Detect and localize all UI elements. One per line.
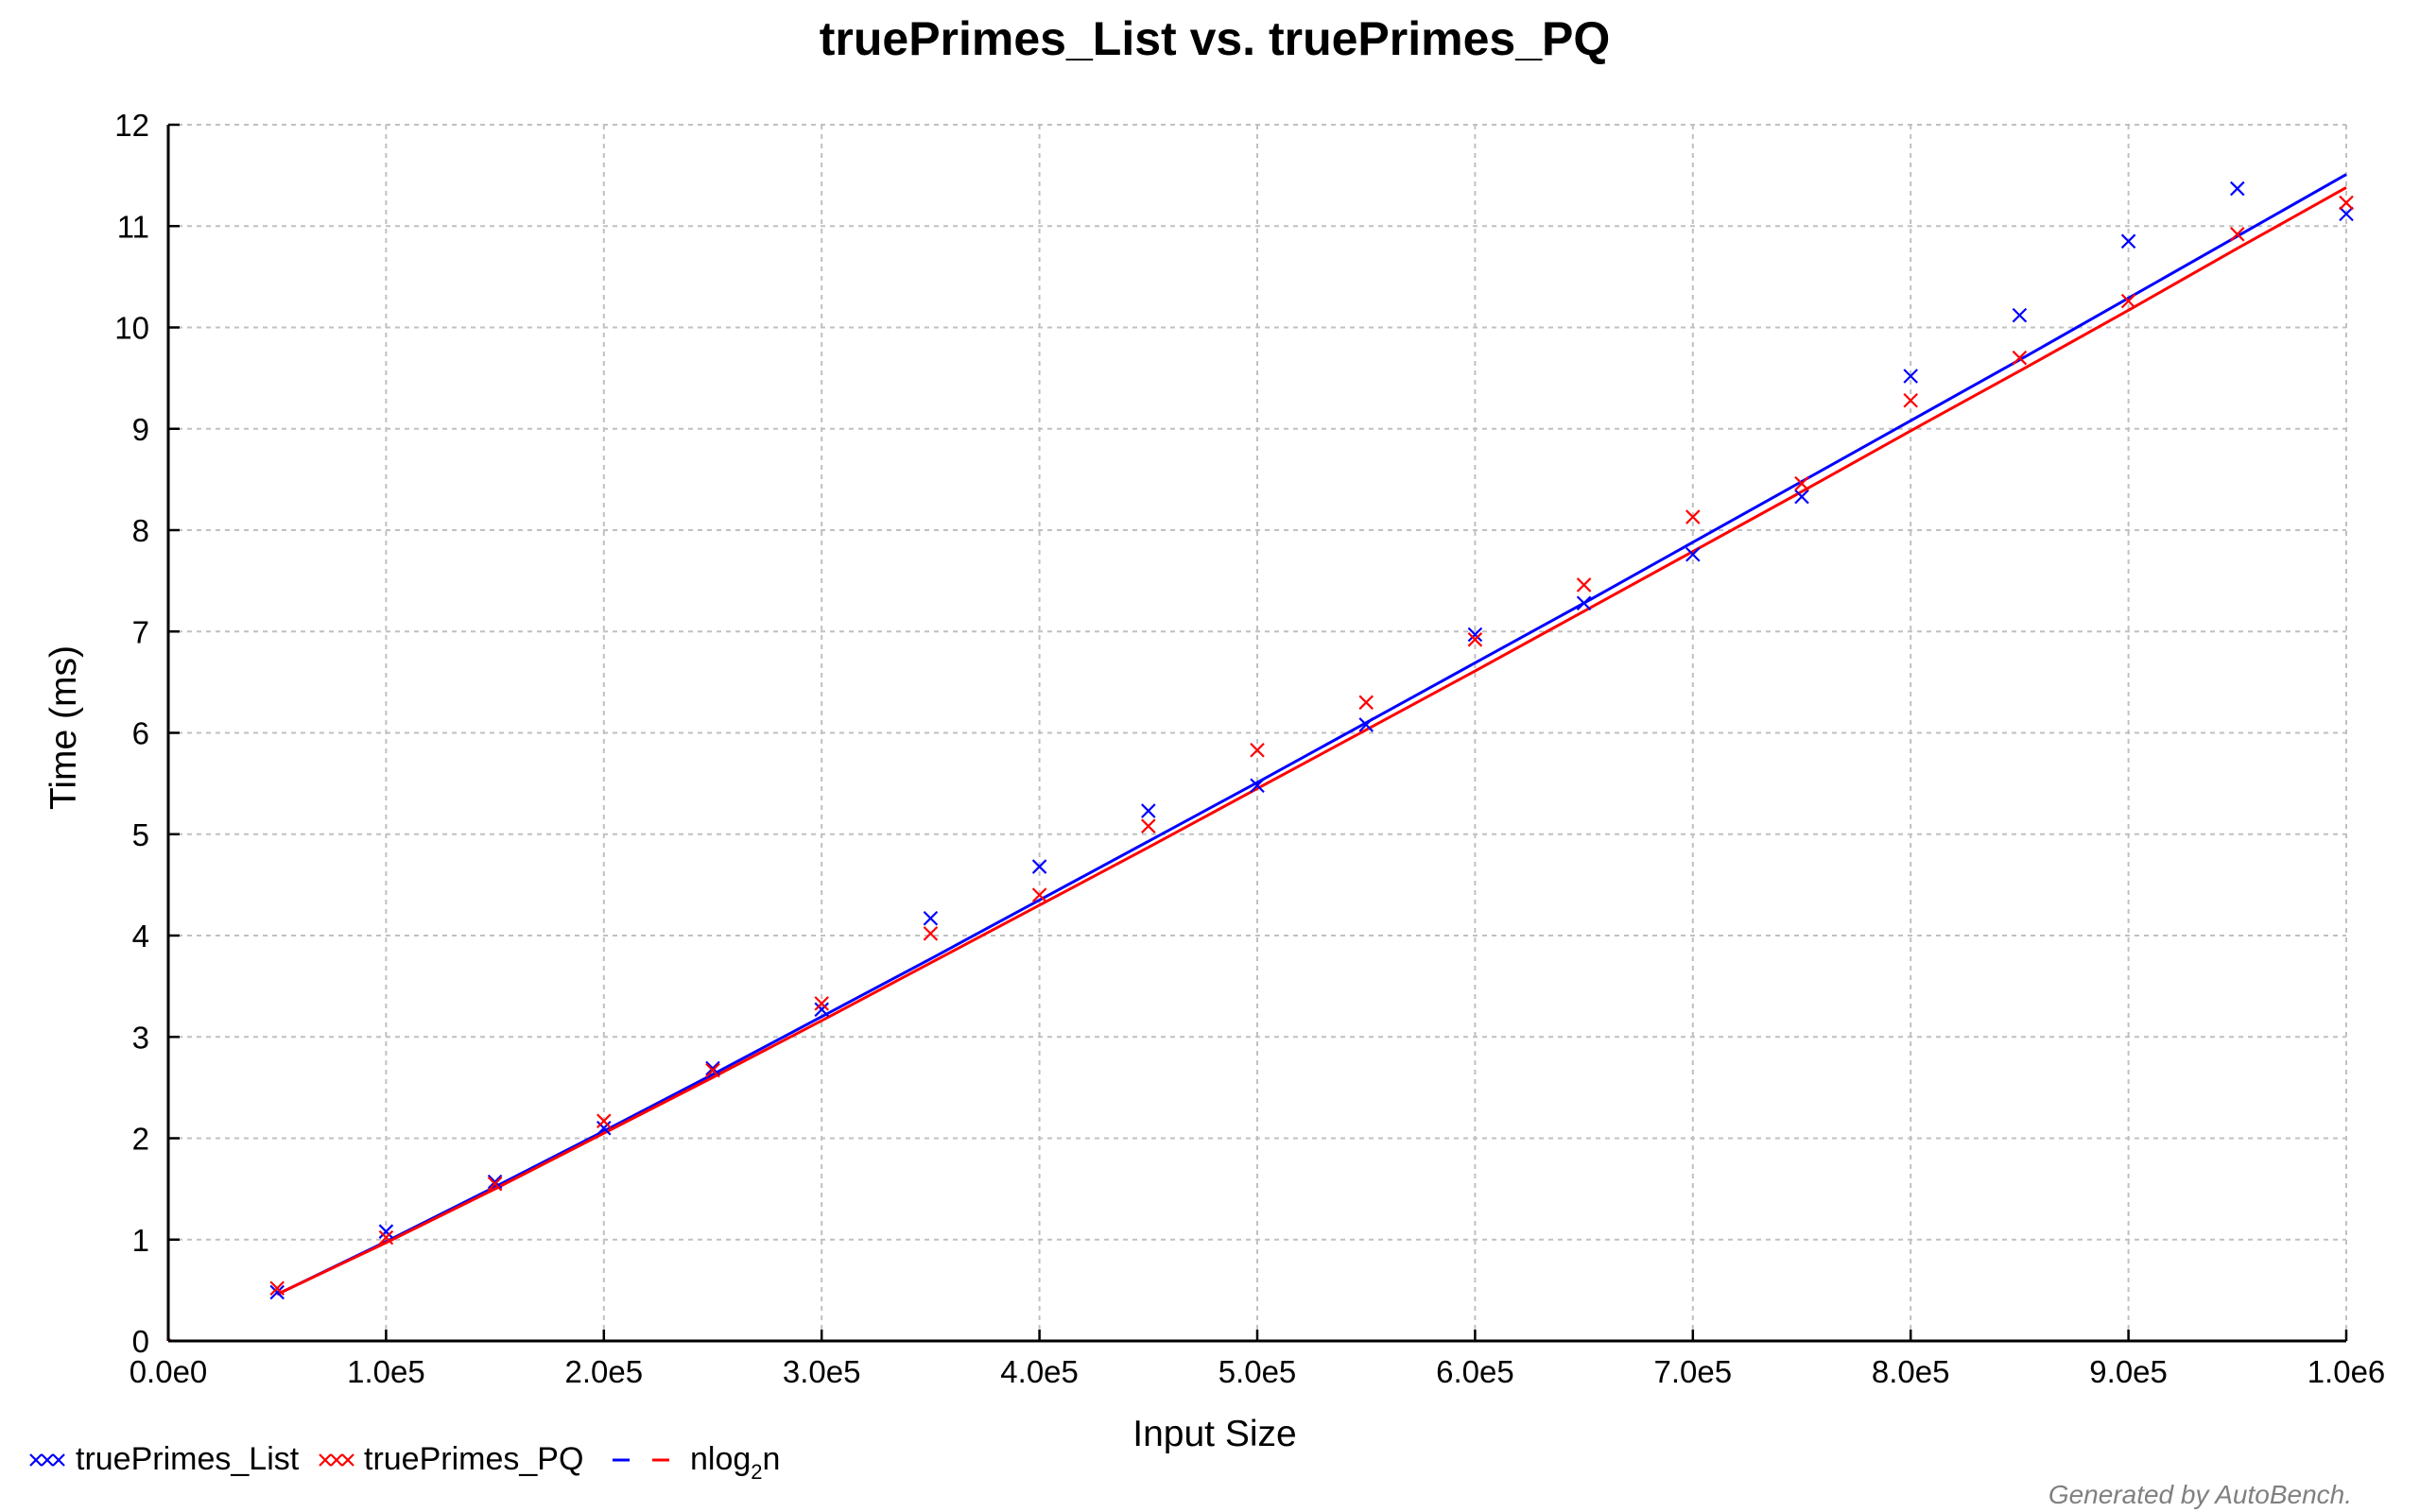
- data-point-pq: [1794, 475, 1809, 491]
- data-point-pq: [923, 926, 939, 941]
- legend-marker-list: [29, 1453, 65, 1467]
- x-tick-label: 8.0e5: [1872, 1354, 1950, 1389]
- x-tick-label: 3.0e5: [783, 1354, 861, 1389]
- legend-cross: [330, 1453, 343, 1467]
- data-point-list: [1576, 595, 1592, 610]
- fit-line-pq: [276, 186, 2347, 1297]
- grid: [168, 124, 2347, 1341]
- legend-cross: [29, 1453, 43, 1467]
- y-tick-label: 11: [117, 209, 149, 244]
- data-point-list: [814, 1002, 829, 1018]
- data-point-list: [596, 1120, 612, 1136]
- y-tick-label: 8: [132, 513, 149, 548]
- data-point-pq: [378, 1229, 394, 1246]
- legend-fit-base: nlog: [690, 1441, 751, 1477]
- x-tick-label: 4.0e5: [1000, 1354, 1079, 1389]
- legend-label-list: truePrimes_List: [76, 1441, 300, 1477]
- data-point-pq: [1685, 509, 1701, 524]
- data-point-list: [2230, 180, 2245, 197]
- data-point-pq: [269, 1280, 285, 1297]
- data-point-pq: [1576, 577, 1592, 593]
- data-point-list: [923, 910, 939, 926]
- y-tick-label: 3: [132, 1020, 149, 1055]
- y-tick-label: 4: [132, 919, 149, 954]
- x-tick-label: 6.0e5: [1436, 1354, 1514, 1389]
- data-point-list: [705, 1060, 720, 1076]
- y-axis-label: Time (ms): [43, 645, 84, 810]
- legend-fit-sub: 2: [751, 1460, 762, 1484]
- x-tick-label: 1.0e5: [347, 1354, 425, 1389]
- legend-label-fit: nlog2n: [690, 1441, 780, 1484]
- y-tick-label: 2: [132, 1122, 149, 1157]
- data-point-list: [1794, 489, 1809, 505]
- x-axis-label: Input Size: [1132, 1414, 1296, 1454]
- data-point-list: [1903, 369, 1918, 384]
- x-tick-label: 7.0e5: [1654, 1354, 1733, 1389]
- tick-labels: 0.0e0 1.0e5 2.0e5 3.0e5 4.0e5 5.0e5 6.0e5 7.0e5…: [114, 108, 2385, 1389]
- data-point-list: [1685, 546, 1701, 562]
- data-point-list: [1250, 778, 1265, 794]
- data-point-list: [378, 1224, 394, 1239]
- x-tick-label: 5.0e5: [1219, 1354, 1297, 1389]
- data-point-pq: [705, 1062, 720, 1078]
- x-tick-label: 9.0e5: [2089, 1354, 2168, 1389]
- legend-cross: [341, 1453, 354, 1467]
- data-point-list: [2339, 206, 2354, 222]
- data-point-pq: [1467, 632, 1483, 647]
- y-tick-label: 12: [114, 108, 149, 143]
- axes: [166, 123, 2348, 1343]
- y-tick-label: 7: [132, 614, 149, 649]
- data-point-list: [269, 1284, 285, 1300]
- x-tick-label: 0.0e0: [130, 1354, 208, 1389]
- legend-fit-tail: n: [763, 1441, 781, 1477]
- y-tick-label: 5: [132, 817, 149, 852]
- x-tick-label: 1.0e6: [2308, 1354, 2386, 1389]
- y-tick-label: 10: [114, 311, 149, 346]
- fit-lines: [276, 173, 2347, 1297]
- y-tick-label: 9: [132, 412, 149, 447]
- legend-cross: [319, 1453, 332, 1467]
- generated-by-credit: Generated by AutoBench.: [2048, 1480, 2352, 1509]
- legend-marker-pq: [319, 1453, 354, 1467]
- y-tick-label: 6: [132, 716, 149, 751]
- data-point-list: [2120, 233, 2136, 249]
- fit-line-list: [276, 173, 2347, 1297]
- data-point-list: [487, 1174, 503, 1190]
- data-point-pq: [2339, 195, 2354, 211]
- data-point-list: [2012, 307, 2028, 323]
- legend: truePrimes_List truePrimes_PQ nlog2n: [29, 1441, 780, 1484]
- data-point-pq: [2120, 293, 2136, 309]
- data-point-pq: [1141, 818, 1156, 833]
- data-point-pq: [1903, 392, 1918, 408]
- data-point-pq: [1250, 742, 1265, 758]
- data-point-pq: [1031, 887, 1047, 902]
- y-tick-label: 1: [132, 1223, 149, 1258]
- data-point-list: [1031, 859, 1047, 874]
- data-point-pq: [487, 1176, 503, 1192]
- legend-label-pq: truePrimes_PQ: [364, 1441, 583, 1477]
- data-point-pq: [2012, 350, 2028, 366]
- data-point-pq: [2230, 227, 2245, 242]
- data-point-list: [1467, 627, 1483, 643]
- data-point-pq: [596, 1113, 612, 1129]
- data-points: [167, 180, 2354, 1342]
- legend-cross: [41, 1453, 54, 1467]
- data-point-pq: [1358, 695, 1374, 711]
- y-tick-label: 0: [132, 1324, 149, 1359]
- data-point-list: [1141, 803, 1156, 818]
- data-point-pq: [814, 996, 829, 1011]
- data-point-list: [1358, 717, 1374, 732]
- chart-title: truePrimes_List vs. truePrimes_PQ: [820, 12, 1611, 65]
- legend-cross: [52, 1453, 65, 1467]
- x-tick-label: 2.0e5: [565, 1354, 644, 1389]
